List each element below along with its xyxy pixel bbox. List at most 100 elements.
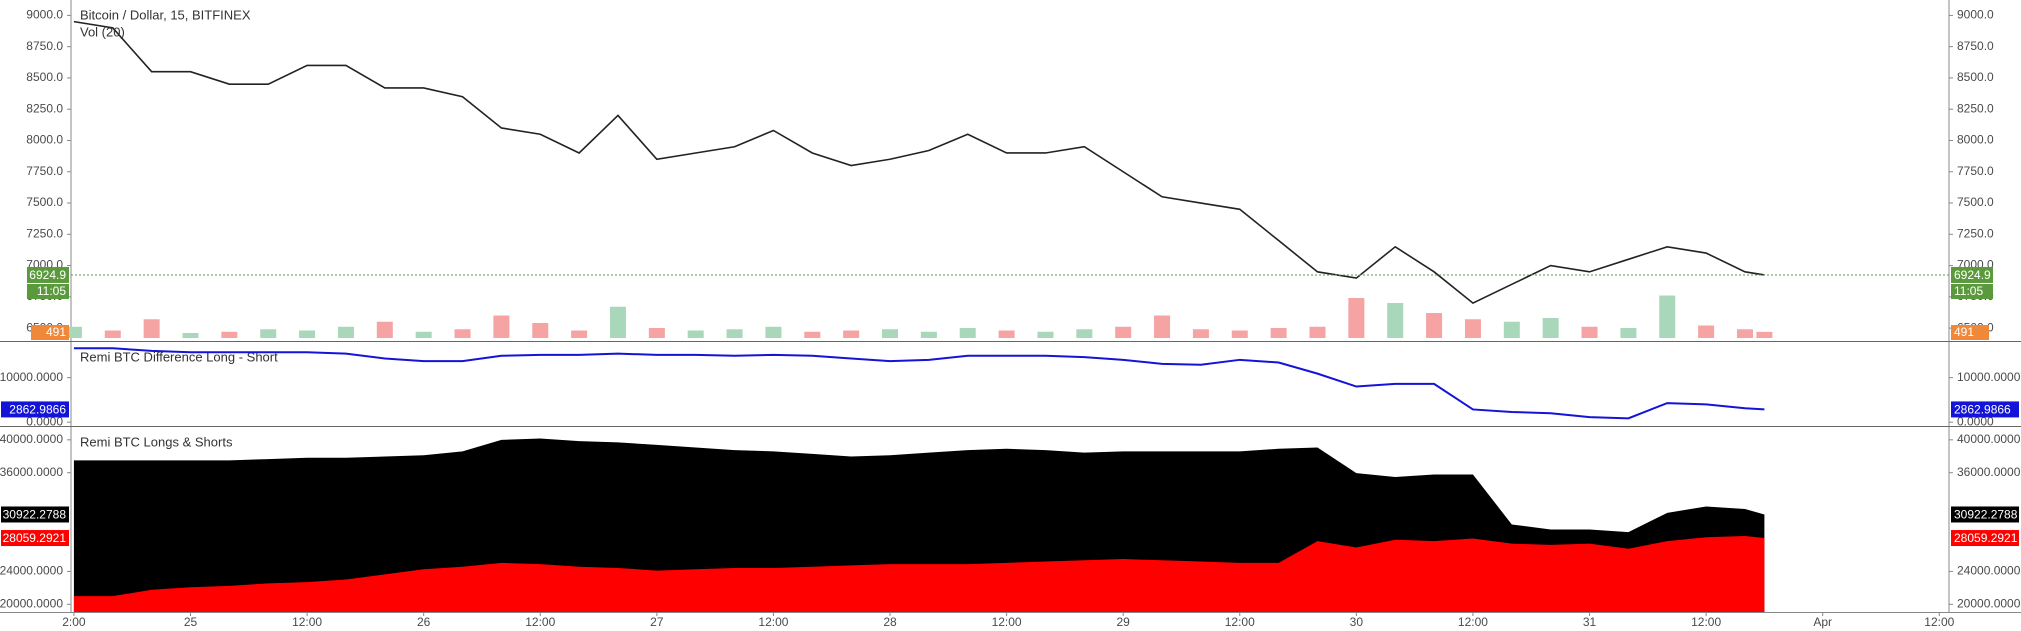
y-tick-label: 8500.0 bbox=[1957, 70, 1994, 84]
value-tag-bg bbox=[1, 530, 69, 547]
y-tick-label: 8250.0 bbox=[1957, 101, 1994, 115]
volume-bar bbox=[260, 329, 277, 338]
x-tick-label: 26 bbox=[417, 615, 431, 629]
value-tag-bg bbox=[1951, 530, 2019, 547]
volume-bar bbox=[1231, 330, 1248, 338]
x-tick-label: 12:00 bbox=[525, 615, 555, 629]
countdown-bg bbox=[1951, 283, 1993, 299]
volume-bar bbox=[532, 323, 549, 338]
value-tag: 28059.2921 bbox=[1954, 531, 2018, 545]
y-tick-label: 8000.0 bbox=[1957, 133, 1994, 147]
value-tag: 2862.9866 bbox=[1954, 403, 2011, 417]
y-tick-label: 0.0000 bbox=[26, 414, 63, 428]
value-tag-bg bbox=[31, 325, 69, 340]
value-tag: 30922.2788 bbox=[3, 508, 67, 522]
volume-bar bbox=[1756, 331, 1773, 338]
volume-bar bbox=[1698, 325, 1715, 338]
x-tick-label: 12:00 bbox=[1924, 615, 1954, 629]
value-tag-bg bbox=[1951, 506, 2019, 523]
volume-bar bbox=[1309, 326, 1326, 338]
volume-bar bbox=[1076, 329, 1093, 338]
y-tick-label: 0.0000 bbox=[1957, 414, 1994, 428]
volume-bar bbox=[687, 330, 704, 338]
x-tick-label: 30 bbox=[1350, 615, 1364, 629]
indicator-name: Vol (20) bbox=[80, 24, 125, 39]
value-tag-bg bbox=[1, 506, 69, 523]
y-tick-label: 7500.0 bbox=[1957, 195, 1994, 209]
volume-bar bbox=[1115, 326, 1132, 338]
volume-bar bbox=[1620, 328, 1637, 338]
volume-bar bbox=[1154, 315, 1171, 338]
line bbox=[73, 347, 1765, 420]
value-tag: 491 bbox=[46, 325, 66, 339]
y-tick-label: 40000.0000 bbox=[1957, 432, 2021, 446]
x-tick-label: 25 bbox=[184, 615, 198, 629]
volume-bar bbox=[1426, 313, 1443, 338]
value-tag-bg bbox=[1951, 325, 1989, 340]
value-tag: 491 bbox=[1954, 325, 1974, 339]
value-tag: 2862.9866 bbox=[9, 403, 66, 417]
pane-title: Bitcoin / Dollar, 15, BITFINEX bbox=[80, 7, 251, 22]
volume-bar bbox=[1503, 321, 1520, 338]
volume-bar bbox=[221, 331, 238, 338]
volume-bar bbox=[726, 329, 743, 338]
x-tick-label: 12:00 bbox=[758, 615, 788, 629]
line bbox=[73, 20, 1765, 305]
x-tick-label: 27 bbox=[650, 615, 664, 629]
volume-bar bbox=[337, 326, 354, 338]
y-tick-label: 20000.0000 bbox=[1957, 596, 2021, 610]
y-tick-label: 8500.0 bbox=[26, 70, 63, 84]
volume-bar bbox=[1542, 318, 1559, 338]
volume-bar bbox=[571, 330, 588, 338]
countdown-bg bbox=[27, 283, 69, 299]
volume-bar bbox=[1270, 328, 1287, 338]
volume-bar bbox=[493, 315, 510, 338]
volume-bar bbox=[959, 328, 976, 338]
volume-bar bbox=[143, 319, 160, 338]
y-tick-label: 7250.0 bbox=[1957, 226, 1994, 240]
countdown: 11:05 bbox=[37, 284, 66, 298]
volume-bar bbox=[1581, 326, 1598, 338]
x-tick-label: 29 bbox=[1117, 615, 1131, 629]
volume-bar bbox=[648, 328, 665, 338]
value-tag: 6924.9 bbox=[1954, 268, 1991, 282]
volume-bar bbox=[882, 329, 899, 338]
y-tick-label: 7500.0 bbox=[26, 195, 63, 209]
y-tick-label: 7750.0 bbox=[26, 164, 63, 178]
volume-bar bbox=[415, 331, 432, 338]
y-tick-label: 8250.0 bbox=[26, 101, 63, 115]
y-tick-label: 9000.0 bbox=[1957, 8, 1994, 22]
value-tag: 28059.2921 bbox=[3, 531, 67, 545]
countdown: 11:05 bbox=[1954, 284, 1983, 298]
y-tick-label: 24000.0000 bbox=[1957, 564, 2021, 578]
y-tick-label: 10000.0000 bbox=[0, 370, 63, 384]
volume-bar bbox=[376, 321, 393, 338]
x-tick-label: 31 bbox=[1583, 615, 1597, 629]
y-tick-label: 8750.0 bbox=[1957, 39, 1994, 53]
volume-bar bbox=[920, 331, 937, 338]
y-tick-label: 36000.0000 bbox=[1957, 465, 2021, 479]
x-tick-label: 28 bbox=[883, 615, 897, 629]
volume-bar bbox=[765, 326, 782, 338]
y-tick-label: 40000.0000 bbox=[0, 432, 63, 446]
volume-bar bbox=[1659, 295, 1676, 338]
pane-title: Remi BTC Longs & Shorts bbox=[80, 434, 233, 449]
volume-bar bbox=[299, 330, 316, 338]
y-tick-label: 24000.0000 bbox=[0, 564, 63, 578]
value-tag-bg bbox=[1951, 266, 1993, 283]
volume-bar bbox=[1348, 298, 1365, 338]
volume-bar bbox=[454, 329, 471, 338]
value-tag-bg bbox=[1, 401, 69, 418]
volume-bar bbox=[843, 330, 860, 338]
x-tick-label: 12:00 bbox=[1225, 615, 1255, 629]
volume-bar bbox=[1037, 331, 1054, 338]
value-tag-bg bbox=[27, 266, 69, 283]
volume-bar bbox=[1736, 329, 1753, 338]
y-tick-label: 7250.0 bbox=[26, 226, 63, 240]
y-tick-label: 8000.0 bbox=[26, 133, 63, 147]
volume-bar bbox=[804, 331, 821, 338]
x-tick-label: 12:00 bbox=[1691, 615, 1721, 629]
x-tick-label: 12:00 bbox=[1458, 615, 1488, 629]
area bbox=[73, 535, 1765, 612]
